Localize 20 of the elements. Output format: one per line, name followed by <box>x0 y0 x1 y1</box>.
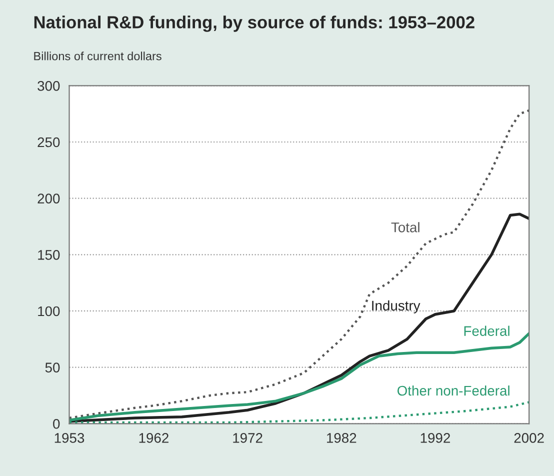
x-tick-label: 1962 <box>139 433 168 443</box>
chart-title: National R&D funding, by source of funds: 1953–2002 <box>34 16 474 32</box>
y-tick-label: 100 <box>38 306 60 316</box>
y-tick-label: 50 <box>45 362 60 372</box>
series-label: Industry <box>372 300 420 314</box>
x-tick-label: 1982 <box>327 433 356 443</box>
y-axis-title: Billions of current dollars <box>34 52 162 60</box>
x-tick-label: 2002 <box>514 433 544 443</box>
y-tick-label: 0 <box>53 418 60 429</box>
x-tick-label: 1972 <box>233 433 262 443</box>
x-tick-label: 1953 <box>54 433 84 443</box>
series-label: Federal <box>464 326 510 336</box>
y-tick-label: 250 <box>38 137 60 148</box>
series-label: Total <box>391 222 420 232</box>
y-tick-label: 300 <box>38 81 60 91</box>
y-tick-label: 200 <box>38 194 60 204</box>
x-tick-label: 1992 <box>420 433 450 443</box>
series-label: Other non-Federal <box>397 385 510 396</box>
y-tick-label: 150 <box>38 250 60 260</box>
line-series <box>69 109 530 420</box>
